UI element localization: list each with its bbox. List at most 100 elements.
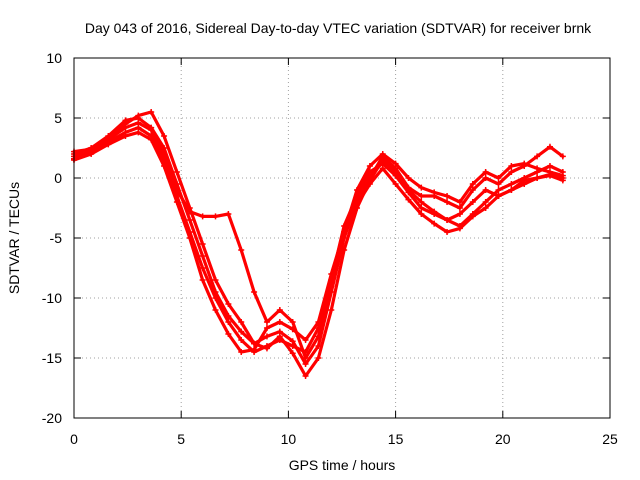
data-point-marker (315, 355, 322, 361)
x-tick-label: 20 (495, 431, 511, 447)
data-point-marker (546, 143, 553, 150)
data-point-marker (251, 346, 258, 353)
data-point-marker (276, 333, 283, 340)
data-point-marker (354, 187, 361, 193)
data-point-marker (238, 247, 245, 253)
data-point-marker (173, 169, 180, 175)
data-point-marker (495, 187, 502, 193)
series-line-track-4 (72, 121, 565, 360)
y-tick-label: 10 (46, 50, 62, 66)
data-point-marker (289, 350, 296, 357)
data-point-marker (482, 187, 489, 193)
y-axis-label: SDTVAR / TECUs (6, 182, 22, 294)
data-point-marker (469, 213, 476, 220)
data-point-marker (508, 163, 515, 169)
data-point-marker (418, 199, 425, 205)
data-series (71, 109, 566, 379)
data-point-marker (508, 187, 515, 193)
data-point-marker (315, 333, 322, 340)
data-point-marker (289, 319, 296, 325)
y-tick-label: -5 (50, 230, 63, 246)
data-point-marker (238, 319, 245, 325)
data-point-marker (418, 205, 425, 211)
y-tick-label: -20 (42, 410, 62, 426)
data-point-marker (199, 277, 206, 283)
data-point-marker (212, 213, 219, 220)
data-point-marker (418, 184, 425, 191)
data-point-marker (135, 119, 142, 126)
x-tick-label: 25 (602, 431, 618, 447)
data-point-marker (405, 187, 412, 193)
data-point-marker (315, 319, 322, 325)
data-point-marker (341, 229, 348, 235)
data-point-marker (559, 175, 566, 181)
data-point-marker (444, 217, 451, 223)
data-point-marker (225, 301, 232, 307)
data-point-marker (105, 135, 112, 142)
x-tick-label: 10 (281, 431, 297, 447)
data-point-marker (444, 199, 451, 205)
data-point-marker (199, 213, 206, 220)
data-point-marker (392, 169, 399, 175)
data-point-marker (456, 211, 463, 217)
data-point-marker (289, 338, 296, 345)
y-tick-label: 5 (54, 110, 62, 126)
data-point-marker (546, 163, 553, 169)
data-point-marker (148, 136, 155, 143)
data-point-marker (135, 112, 142, 119)
data-point-marker (379, 157, 386, 163)
data-point-marker (199, 241, 206, 247)
series-line-track-3 (72, 130, 565, 354)
data-point-marker (341, 247, 348, 253)
data-point-marker (366, 163, 373, 169)
data-point-marker (302, 361, 309, 367)
data-point-marker (469, 199, 476, 205)
chart-title: Day 043 of 2016, Sidereal Day-to-day VTE… (85, 20, 592, 36)
data-point-marker (469, 181, 476, 187)
data-point-marker (148, 109, 155, 115)
data-point-marker (173, 199, 180, 205)
data-point-marker (418, 211, 425, 217)
axis-ticks (73, 57, 611, 419)
data-point-marker (161, 133, 168, 139)
data-point-marker (263, 333, 270, 340)
data-point-marker (276, 307, 283, 313)
y-tick-label: -15 (42, 350, 62, 366)
x-tick-label: 0 (70, 431, 78, 447)
data-point-marker (456, 225, 463, 232)
data-point-marker (392, 160, 399, 167)
data-point-marker (354, 205, 361, 211)
data-point-marker (263, 319, 270, 325)
data-point-marker (444, 193, 451, 199)
data-point-marker (263, 325, 270, 331)
x-tick-label: 15 (388, 431, 404, 447)
data-point-marker (366, 177, 373, 184)
data-point-marker (225, 211, 232, 217)
data-point-marker (135, 129, 142, 136)
data-point-marker (276, 319, 283, 325)
data-point-marker (238, 328, 245, 335)
data-point-marker (431, 220, 438, 227)
data-point-marker (534, 153, 541, 160)
data-point-marker (199, 265, 206, 271)
data-point-marker (392, 181, 399, 187)
data-point-marker (495, 181, 502, 187)
data-point-marker (302, 337, 309, 343)
data-point-marker (521, 177, 528, 184)
data-point-marker (418, 193, 425, 199)
data-point-marker (405, 196, 412, 203)
data-point-marker (88, 147, 95, 154)
data-point-marker (263, 345, 270, 352)
data-point-marker (559, 153, 566, 160)
data-point-marker (444, 229, 451, 235)
data-point-marker (186, 217, 193, 223)
data-point-marker (302, 355, 309, 361)
data-point-marker (251, 289, 258, 295)
y-tick-labels: -20 -15 -10 -5 0 5 10 (42, 50, 62, 426)
series-line-track-5 (72, 110, 565, 378)
x-axis-label: GPS time / hours (289, 457, 396, 473)
data-point-marker (225, 331, 232, 337)
data-point-marker (534, 175, 541, 181)
data-point-marker (186, 205, 193, 211)
data-point-marker (225, 313, 232, 319)
